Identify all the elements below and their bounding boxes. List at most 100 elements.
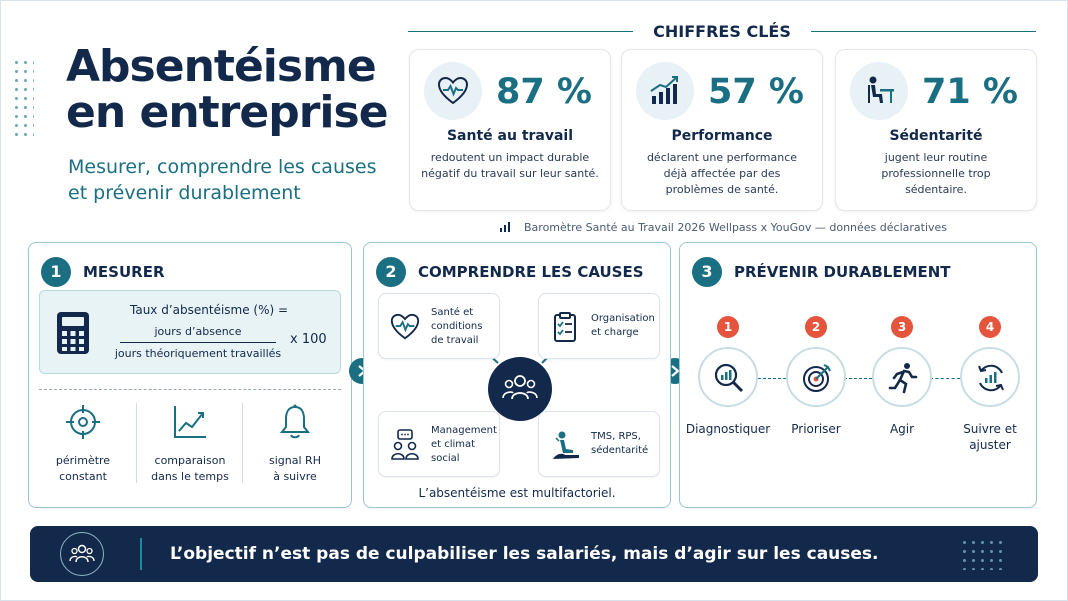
formula-fraction-bar <box>120 342 276 343</box>
step-number-badge: 4 <box>979 316 1001 338</box>
heart-pulse-icon <box>390 313 420 340</box>
stat-desc-line: négatif du travail sur leur santé. <box>421 167 599 180</box>
section-prevent: 3 PRÉVENIR DURABLEMENT 1 Diagnostiquer 2… <box>679 242 1037 508</box>
formula-box: Taux d’absentéisme (%) = jours d’absence… <box>39 290 341 374</box>
measure-item: périmètre constant <box>33 403 133 485</box>
cause-health: Santé et conditions de travail <box>378 293 500 359</box>
stat-value: 57 % <box>708 72 804 112</box>
stat-description: redoutent un impact durable négatif du t… <box>420 150 600 182</box>
section-measure: 1 MESURER Taux d’absentéisme (%) = jours… <box>28 242 352 508</box>
vertical-divider <box>136 403 137 483</box>
bar-chart-icon <box>500 221 510 235</box>
bar-chart-growth-icon <box>636 62 694 120</box>
cause-label-line: de travail <box>431 335 479 346</box>
step-label: Suivre et ajuster <box>945 421 1035 453</box>
team-center-icon <box>488 357 552 421</box>
causes-footer: L’absentéisme est multifactoriel. <box>418 486 616 500</box>
stat-desc-line: professionnelle trop <box>881 167 991 180</box>
decorative-dots <box>960 538 1008 570</box>
stat-desc-line: jugent leur routine <box>884 151 988 164</box>
stat-value: 87 % <box>496 72 592 112</box>
source-text: Baromètre Santé au Travail 2026 Wellpass… <box>524 221 948 234</box>
measure-item-label: signal RH <box>269 454 321 467</box>
team-chat-icon <box>391 429 419 460</box>
stat-desc-line: redoutent un impact durable <box>430 151 590 164</box>
stat-desc-line: problèmes de santé. <box>665 183 779 196</box>
step-connector <box>758 378 786 379</box>
measure-item-label: à suivre <box>273 470 317 483</box>
section-number-badge: 3 <box>692 257 722 287</box>
cause-label-line: Management <box>431 425 497 436</box>
step-label: Diagnostiquer <box>683 421 773 437</box>
stat-label: Performance <box>671 128 773 144</box>
person-stress-icon <box>553 431 579 459</box>
cause-label-line: sédentarité <box>591 445 649 456</box>
cycle-chart-icon <box>960 347 1020 407</box>
cause-label-line: Santé et <box>431 307 474 318</box>
calculator-icon <box>57 312 89 354</box>
measure-item-label: périmètre <box>55 454 111 467</box>
section-number-badge: 1 <box>41 257 71 287</box>
measure-item-label: constant <box>59 470 107 483</box>
bottom-banner: L’objectif n’est pas de culpabiliser les… <box>30 526 1038 582</box>
step-number-badge: 3 <box>891 316 913 338</box>
step-connector <box>844 378 872 379</box>
step-label: Prioriser <box>771 421 861 437</box>
header-rule-left <box>408 31 633 32</box>
stat-card-sedentary: 71 % Sédentarité jugent leur routine pro… <box>835 49 1037 211</box>
step-connector <box>930 378 960 379</box>
step-label-line: Suivre et <box>963 422 1017 436</box>
section-number-badge: 2 <box>376 257 406 287</box>
team-circle-icon <box>60 532 104 576</box>
cause-label-line: et charge <box>591 327 639 338</box>
stat-desc-line: déclarent une performance <box>646 151 798 164</box>
section-causes: 2 COMPRENDRE LES CAUSES Santé et conditio… <box>363 242 671 508</box>
bell-icon <box>279 404 311 439</box>
source-note: Baromètre Santé au Travail 2026 Wellpass… <box>500 221 947 235</box>
magnifier-chart-icon <box>698 347 758 407</box>
step-label-line: ajuster <box>969 438 1011 452</box>
step-number-badge: 1 <box>717 316 739 338</box>
formula-denominator: jours théoriquement travaillés <box>114 347 282 360</box>
decorative-dots <box>12 58 34 140</box>
stat-desc-line: déjà affectée par des <box>663 167 781 180</box>
clipboard-checklist-icon <box>554 312 576 342</box>
formula-multiplier: x 100 <box>290 332 327 347</box>
stat-card-performance: 57 % Performance déclarent une performan… <box>621 49 823 211</box>
measure-item-label: comparaison <box>154 454 226 467</box>
banner-divider <box>140 538 142 570</box>
desk-worker-icon <box>850 62 908 120</box>
subtitle-line-1: Mesurer, comprendre les causes <box>68 156 377 178</box>
section-title: PRÉVENIR DURABLEMENT <box>734 263 951 281</box>
step-label-line: Prioriser <box>791 422 841 436</box>
title-line-1: Absentéisme <box>66 41 377 92</box>
title-line-2: en entreprise <box>66 87 389 138</box>
running-person-icon <box>872 347 932 407</box>
step-label-line: Diagnostiquer <box>685 422 771 436</box>
subtitle-line-2: et prévenir durablement <box>68 182 301 204</box>
cause-organisation: Organisation et charge <box>538 293 660 359</box>
cause-management: Management et climat social <box>378 411 500 477</box>
stat-card-health: 87 % Santé au travail redoutent un impac… <box>409 49 611 211</box>
formula-numerator: jours d’absence <box>154 325 242 338</box>
heart-pulse-icon <box>424 62 482 120</box>
page-title: Absentéisme en entreprise <box>66 41 389 138</box>
banner-message: L’objectif n’est pas de culpabiliser les… <box>170 544 879 564</box>
target-arrow-icon <box>786 347 846 407</box>
key-figures-header: CHIFFRES CLÉS <box>408 20 1036 42</box>
step-label: Agir <box>857 421 947 437</box>
cause-label-line: social <box>431 453 460 464</box>
stat-desc-line: sédentaire. <box>905 183 967 196</box>
cause-label-line: conditions <box>431 321 483 332</box>
measure-item: signal RH à suivre <box>245 403 345 485</box>
stat-value: 71 % <box>922 72 1018 112</box>
formula-label: Taux d’absentéisme (%) = <box>130 303 289 317</box>
step-label-line: Agir <box>889 422 915 436</box>
page-subtitle: Mesurer, comprendre les causes et préven… <box>68 154 376 206</box>
step-number-badge: 2 <box>805 316 827 338</box>
section-title: MESURER <box>83 263 165 281</box>
measure-item-label: dans le temps <box>151 470 229 483</box>
cause-label-line: et climat <box>431 439 476 450</box>
vertical-divider <box>242 403 243 483</box>
stat-description: déclarent une performance déjà affectée … <box>632 150 812 198</box>
